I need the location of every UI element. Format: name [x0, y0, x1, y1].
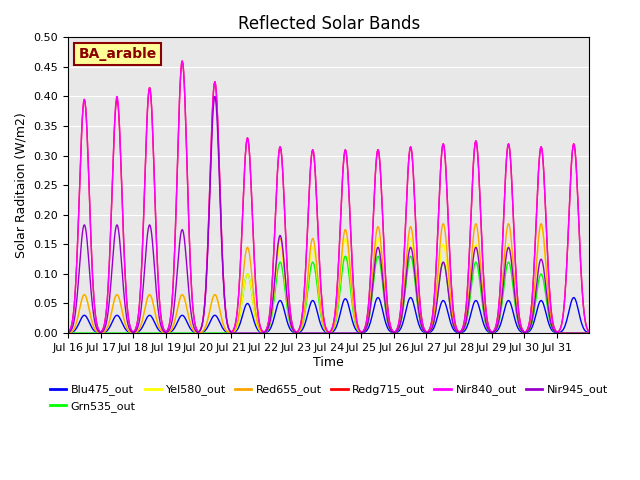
Redg715_out [586, 329, 593, 335]
Red655_out [412, 264, 419, 270]
Red655_out [125, 328, 133, 334]
Red655_out [267, 316, 275, 322]
Nir840_out [125, 320, 133, 325]
Blu475_out [383, 323, 390, 329]
Grn535_out [221, 330, 229, 336]
Grn535_out [412, 288, 420, 294]
Nir840_out [383, 302, 391, 308]
Yel580_out [554, 330, 561, 336]
Redg715_out [125, 320, 133, 325]
Red655_out [586, 330, 593, 336]
Redg715_out [268, 294, 275, 300]
Text: BA_arable: BA_arable [79, 47, 157, 61]
Legend: Blu475_out, Grn535_out, Yel580_out, Red655_out, Redg715_out, Nir840_out, Nir945_: Blu475_out, Grn535_out, Yel580_out, Red6… [45, 380, 612, 416]
Yel580_out [537, 224, 545, 229]
Red655_out [64, 330, 72, 336]
Grn535_out [586, 330, 593, 336]
Grn535_out [383, 315, 390, 321]
Nir945_out [125, 325, 133, 331]
Line: Red655_out: Red655_out [68, 224, 589, 333]
Yel580_out [221, 326, 229, 332]
Nir840_out [268, 294, 275, 300]
Blu475_out [125, 329, 133, 335]
Nir840_out [413, 245, 420, 251]
Nir945_out [222, 310, 230, 316]
Yel580_out [412, 271, 419, 277]
Yel580_out [267, 317, 275, 323]
Grn535_out [125, 330, 133, 336]
Line: Grn535_out: Grn535_out [68, 256, 589, 333]
Red655_out [554, 330, 561, 336]
Nir840_out [222, 309, 230, 315]
Redg715_out [248, 192, 255, 198]
Yel580_out [64, 330, 72, 336]
Redg715_out [292, 329, 300, 335]
Blu475_out [267, 325, 275, 331]
Blu475_out [412, 311, 420, 317]
Yel580_out [125, 328, 133, 334]
Line: Yel580_out: Yel580_out [68, 227, 589, 333]
Yel580_out [247, 284, 255, 289]
Redg715_out [413, 245, 420, 251]
Yel580_out [586, 330, 593, 336]
X-axis label: Time: Time [314, 356, 344, 369]
Red655_out [382, 304, 390, 310]
Redg715_out [179, 58, 186, 64]
Line: Nir840_out: Nir840_out [68, 61, 589, 332]
Redg715_out [222, 309, 230, 315]
Grn535_out [342, 253, 349, 259]
Nir945_out [383, 317, 391, 323]
Nir840_out [179, 58, 186, 64]
Red655_out [247, 263, 255, 268]
Red655_out [440, 221, 447, 227]
Nir840_out [248, 192, 255, 198]
Nir945_out [413, 291, 420, 297]
Line: Redg715_out: Redg715_out [68, 61, 589, 332]
Grn535_out [267, 320, 275, 325]
Grn535_out [247, 284, 255, 289]
Nir945_out [268, 306, 276, 312]
Y-axis label: Solar Raditaion (W/m2): Solar Raditaion (W/m2) [15, 112, 28, 258]
Redg715_out [383, 302, 391, 308]
Nir840_out [292, 329, 300, 335]
Nir840_out [586, 329, 593, 335]
Blu475_out [586, 330, 593, 336]
Blu475_out [374, 295, 382, 300]
Blu475_out [221, 328, 229, 334]
Redg715_out [64, 329, 72, 335]
Yel580_out [382, 307, 390, 312]
Line: Blu475_out: Blu475_out [68, 298, 589, 333]
Nir945_out [64, 330, 72, 336]
Nir945_out [227, 330, 235, 336]
Title: Reflected Solar Bands: Reflected Solar Bands [237, 15, 420, 33]
Grn535_out [64, 330, 72, 336]
Blu475_out [64, 330, 72, 336]
Nir840_out [64, 329, 72, 335]
Blu475_out [247, 307, 255, 312]
Red655_out [221, 326, 229, 332]
Nir945_out [248, 330, 256, 336]
Nir945_out [211, 94, 219, 99]
Nir945_out [586, 330, 593, 336]
Line: Nir945_out: Nir945_out [68, 96, 589, 333]
